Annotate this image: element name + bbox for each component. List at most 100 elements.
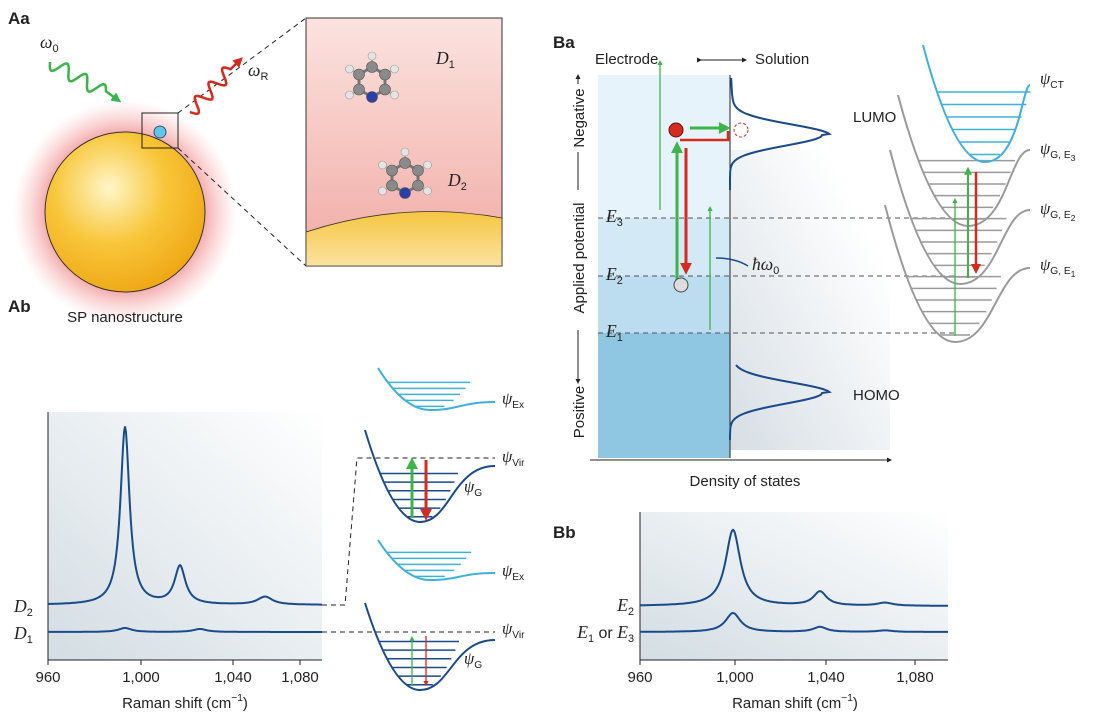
- c-atom: [400, 158, 411, 169]
- h-atom: [368, 52, 376, 60]
- x-tick-label: 960: [627, 669, 652, 686]
- plot-area: [48, 412, 322, 660]
- label-part: 3: [1071, 153, 1076, 163]
- label-part: 0: [52, 43, 58, 55]
- state-label: ψEx: [502, 561, 524, 583]
- x-axis-label: Raman shift (cm−1): [122, 693, 248, 712]
- caption: SP nanostructure: [67, 309, 183, 326]
- n-atom: [367, 92, 378, 103]
- spectrum-label: D1: [13, 623, 33, 646]
- label-part: E: [616, 595, 628, 615]
- state-label: ψG, E3: [1040, 139, 1076, 163]
- nanoparticle: [45, 132, 205, 292]
- state-label: ψEx: [502, 389, 524, 411]
- label-part: or: [594, 625, 617, 642]
- label-part: 1: [1071, 269, 1076, 279]
- label-part: ω: [40, 32, 52, 52]
- orbital-label: LUMO: [853, 109, 896, 126]
- state-label: ψG, E1: [1040, 255, 1076, 279]
- c-atom: [387, 180, 398, 191]
- c-atom: [354, 69, 365, 80]
- h-atom: [345, 65, 353, 73]
- label-part: D: [435, 48, 449, 68]
- label-part: G, E: [1050, 210, 1071, 221]
- x-axis-label: Raman shift (cm−1): [732, 693, 858, 712]
- x-tick-label: 1,000: [716, 669, 754, 686]
- label-part: E: [605, 264, 617, 284]
- panel-label: Aa: [8, 9, 30, 28]
- x-tick-label: 960: [35, 669, 60, 686]
- c-atom: [387, 165, 398, 176]
- label-part: ): [243, 695, 248, 712]
- photon-wave: [50, 62, 118, 100]
- omega-label: ωR: [248, 60, 268, 83]
- state-label: ψG, E2: [1040, 199, 1076, 223]
- label-part: 1: [449, 59, 455, 71]
- label-part: 3: [617, 217, 623, 229]
- x-tick-label: 1,080: [896, 669, 934, 686]
- label-part: E: [576, 622, 588, 642]
- electron-target: [734, 123, 748, 137]
- state-label: ψVir: [502, 619, 525, 641]
- label-part: 2: [1071, 213, 1076, 223]
- molecule-dot: [154, 126, 166, 138]
- label-part: 2: [617, 275, 623, 287]
- label-part: ): [853, 695, 858, 712]
- x-tick-label: 1,040: [807, 669, 845, 686]
- c-atom: [412, 180, 423, 191]
- label-part: ħω: [752, 254, 773, 274]
- label-part: Ex: [512, 572, 524, 583]
- h-atom: [424, 187, 432, 195]
- label-part: ω: [248, 60, 260, 80]
- electron: [669, 123, 683, 137]
- label-part: CT: [1050, 80, 1064, 91]
- h-atom: [345, 91, 353, 99]
- label-part: G, E: [1050, 150, 1071, 161]
- label-part: −1: [231, 693, 243, 704]
- spectrum-label: E2: [616, 595, 634, 618]
- label-part: 2: [461, 181, 467, 193]
- label-part: Raman shift (cm: [732, 695, 841, 712]
- label-part: 2: [27, 607, 33, 619]
- potential-curve: [890, 150, 1030, 284]
- h-atom: [378, 161, 386, 169]
- figure: 9601,0001,0401,0809601,0001,0401,080AaAb…: [0, 0, 1106, 716]
- n-atom: [400, 188, 411, 199]
- label-part: E: [605, 321, 617, 341]
- c-atom: [379, 84, 390, 95]
- h-atom: [391, 91, 399, 99]
- state-label: ψCT: [1040, 69, 1064, 91]
- axis-label: Applied potential: [571, 203, 588, 314]
- x-axis-label: Density of states: [690, 473, 801, 490]
- h-atom: [424, 161, 432, 169]
- label-part: Ex: [512, 400, 524, 411]
- state-label: ψG: [464, 477, 482, 499]
- header-label: Solution: [755, 51, 809, 68]
- x-tick-label: 1,040: [214, 669, 252, 686]
- state-label: ψVir: [502, 447, 525, 469]
- axis-end-label: Positive: [571, 386, 588, 439]
- c-atom: [354, 84, 365, 95]
- photon-wave: [190, 60, 240, 114]
- label-part: 0: [773, 265, 779, 277]
- label-part: Vir: [512, 630, 525, 641]
- potential-curve: [923, 45, 1030, 162]
- label-part: 1: [617, 332, 623, 344]
- label-part: G: [474, 660, 482, 671]
- panel-label: Ab: [8, 297, 31, 316]
- panel-label: Bb: [553, 523, 576, 542]
- h-atom: [401, 148, 409, 156]
- c-atom: [367, 62, 378, 73]
- plot-area: [640, 512, 948, 660]
- label-part: D: [447, 170, 461, 190]
- header-label: Electrode: [595, 51, 658, 68]
- label-part: D: [13, 596, 27, 616]
- label-part: E: [616, 622, 628, 642]
- omega-label: ω0: [40, 32, 59, 55]
- label-part: 3: [628, 633, 634, 645]
- electrode: [598, 333, 730, 458]
- label-part: D: [13, 623, 27, 643]
- x-tick-label: 1,000: [122, 669, 160, 686]
- label-part: 1: [27, 634, 33, 646]
- axis-end-label: Negative: [571, 88, 588, 147]
